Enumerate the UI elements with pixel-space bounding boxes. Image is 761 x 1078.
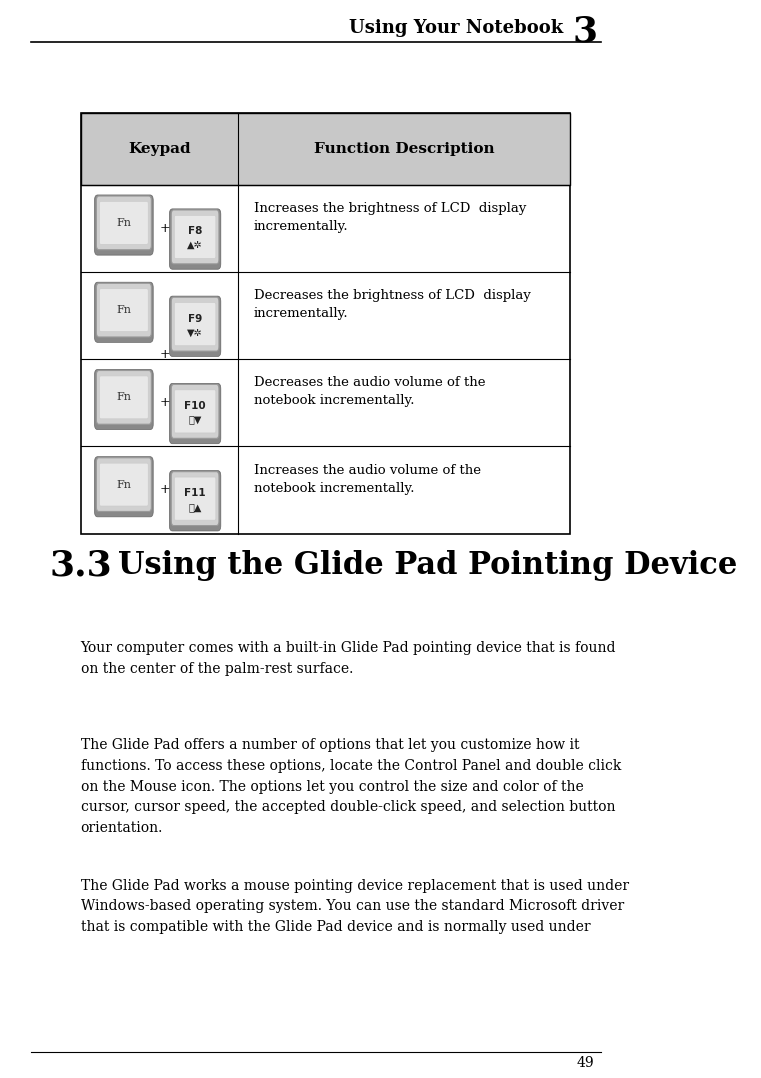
- Bar: [81, 113, 570, 184]
- FancyBboxPatch shape: [97, 458, 151, 511]
- FancyBboxPatch shape: [170, 209, 221, 270]
- Text: Increases the brightness of LCD  display
incrementally.: Increases the brightness of LCD display …: [254, 202, 527, 233]
- FancyBboxPatch shape: [170, 471, 221, 531]
- FancyBboxPatch shape: [171, 472, 219, 526]
- Text: 49: 49: [577, 1056, 594, 1069]
- FancyBboxPatch shape: [171, 210, 219, 264]
- Text: F8: F8: [188, 226, 202, 236]
- Text: Using the Glide Pad Pointing Device: Using the Glide Pad Pointing Device: [118, 551, 737, 581]
- Text: ▼✲: ▼✲: [187, 328, 203, 337]
- FancyBboxPatch shape: [174, 478, 216, 521]
- Text: Decreases the brightness of LCD  display
incrementally.: Decreases the brightness of LCD display …: [254, 289, 531, 320]
- FancyBboxPatch shape: [100, 376, 148, 419]
- Text: Increases the audio volume of the
notebook incrementally.: Increases the audio volume of the notebo…: [254, 464, 481, 495]
- Text: F11: F11: [184, 488, 206, 498]
- Text: Fn: Fn: [116, 305, 132, 315]
- FancyBboxPatch shape: [174, 390, 216, 433]
- FancyBboxPatch shape: [174, 216, 216, 259]
- Text: ▲✲: ▲✲: [187, 240, 203, 250]
- FancyBboxPatch shape: [100, 289, 148, 332]
- FancyBboxPatch shape: [97, 371, 151, 425]
- Text: F10: F10: [184, 401, 206, 411]
- Text: Function Description: Function Description: [314, 142, 495, 156]
- FancyBboxPatch shape: [97, 196, 151, 250]
- Text: 3: 3: [573, 14, 598, 49]
- Text: F9: F9: [188, 314, 202, 323]
- Text: 🔊▲: 🔊▲: [189, 501, 202, 512]
- Text: Fn: Fn: [116, 218, 132, 227]
- FancyBboxPatch shape: [100, 202, 148, 245]
- Text: Your computer comes with a built-in Glide Pad pointing device that is found
on t: Your computer comes with a built-in Glid…: [81, 641, 616, 676]
- Text: +: +: [160, 348, 170, 361]
- FancyBboxPatch shape: [94, 457, 153, 516]
- FancyBboxPatch shape: [170, 384, 221, 444]
- FancyBboxPatch shape: [174, 303, 216, 346]
- Text: +: +: [160, 397, 170, 410]
- FancyBboxPatch shape: [170, 296, 221, 357]
- FancyBboxPatch shape: [100, 464, 148, 506]
- Text: 🔊▼: 🔊▼: [189, 415, 202, 425]
- Bar: [81, 113, 570, 534]
- Text: 3.3: 3.3: [49, 549, 113, 583]
- FancyBboxPatch shape: [94, 282, 153, 343]
- Text: Fn: Fn: [116, 392, 132, 402]
- Text: The Glide Pad offers a number of options that let you customize how it
functions: The Glide Pad offers a number of options…: [81, 738, 621, 834]
- Text: Decreases the audio volume of the
notebook incrementally.: Decreases the audio volume of the notebo…: [254, 376, 486, 407]
- FancyBboxPatch shape: [97, 284, 151, 337]
- Text: Using Your Notebook: Using Your Notebook: [349, 19, 570, 37]
- FancyBboxPatch shape: [94, 370, 153, 430]
- Text: +: +: [160, 222, 170, 235]
- FancyBboxPatch shape: [171, 385, 219, 439]
- Text: Keypad: Keypad: [128, 142, 191, 156]
- Text: +: +: [160, 484, 170, 497]
- FancyBboxPatch shape: [171, 298, 219, 351]
- Text: The Glide Pad works a mouse pointing device replacement that is used under
Windo: The Glide Pad works a mouse pointing dev…: [81, 879, 629, 934]
- Text: Fn: Fn: [116, 480, 132, 489]
- FancyBboxPatch shape: [94, 195, 153, 255]
